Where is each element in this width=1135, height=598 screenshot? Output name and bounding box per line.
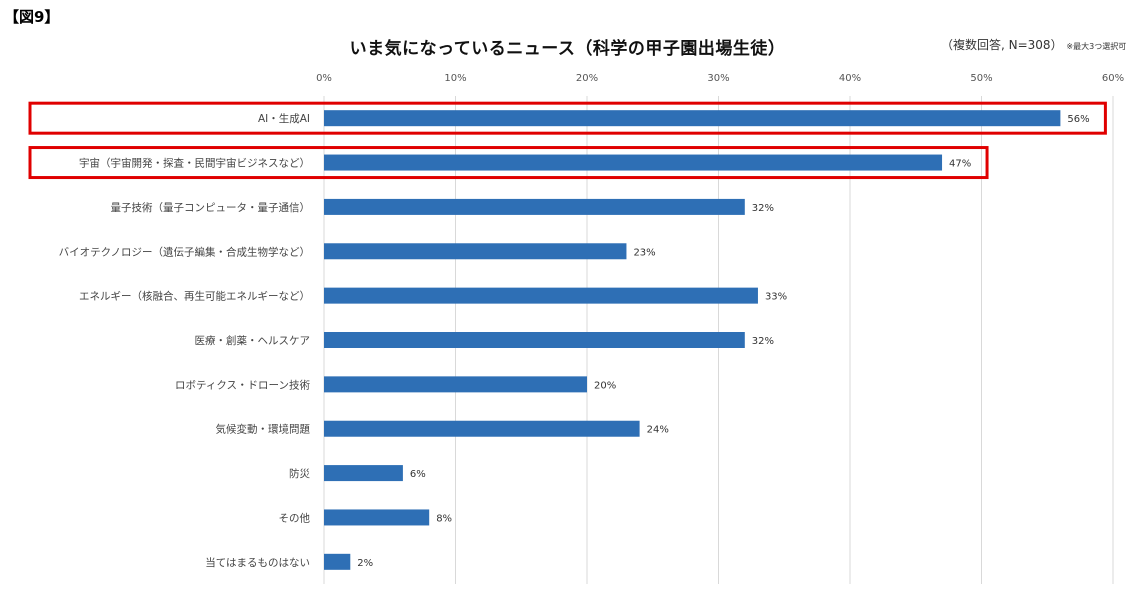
data-label: 32%: [752, 203, 774, 214]
chart-title: いま気になっているニュース（科学の甲子園出場生徒）: [349, 39, 786, 59]
category-label: 量子技術（量子コンピュータ・量子通信）: [111, 201, 311, 214]
category-label: 気候変動・環境問題: [216, 423, 311, 436]
category-label: 宇宙（宇宙開発・探査・民間宇宙ビジネスなど）: [79, 157, 310, 170]
data-label: 47%: [949, 159, 971, 170]
chart-note: （複数回答, N=308） ※最大3つ選択可: [941, 36, 1126, 53]
bar: [324, 553, 351, 570]
data-label: 32%: [752, 336, 774, 347]
category-label: バイオテクノロジー（遺伝子編集・合成生物学など）: [59, 245, 310, 258]
bar: [324, 110, 1061, 127]
x-tick-label: 10%: [444, 73, 466, 84]
category-label: AI・生成AI: [258, 112, 310, 125]
data-label: 2%: [357, 558, 373, 569]
category-label: 当てはまるものはない: [205, 556, 310, 569]
highlight-box: [28, 101, 1107, 135]
data-label: 33%: [765, 292, 787, 303]
bar: [324, 287, 758, 304]
data-label: 24%: [647, 425, 669, 436]
bar: [324, 465, 403, 482]
x-tick-label: 40%: [839, 73, 861, 84]
bar: [324, 154, 943, 171]
category-label: その他: [279, 511, 311, 524]
x-tick-label: 60%: [1102, 73, 1124, 84]
category-label: 防災: [289, 467, 310, 480]
bar: [324, 243, 627, 260]
x-tick-label: 50%: [970, 73, 992, 84]
category-label: 医療・創薬・ヘルスケア: [195, 334, 311, 347]
data-label: 20%: [594, 380, 616, 391]
bar: [324, 509, 430, 526]
highlight-box: [28, 146, 989, 180]
selection-note: ※最大3つ選択可: [1066, 42, 1127, 51]
figure-label: 【図9】: [4, 8, 60, 26]
data-label: 8%: [436, 513, 452, 524]
bar: [324, 332, 745, 348]
bar: [324, 376, 587, 393]
category-label: ロボティクス・ドローン技術: [175, 378, 311, 391]
category-label: エネルギー（核融合、再生可能エネルギーなど）: [79, 290, 310, 303]
x-tick-label: 0%: [316, 73, 332, 84]
bar: [324, 198, 745, 215]
x-tick-label: 20%: [576, 73, 598, 84]
data-label: 6%: [410, 469, 426, 480]
x-tick-label: 30%: [707, 73, 729, 84]
data-label: 23%: [633, 247, 655, 258]
bar: [324, 420, 640, 437]
sample-size-note: （複数回答, N=308）: [941, 38, 1063, 52]
data-label: 56%: [1067, 114, 1089, 125]
